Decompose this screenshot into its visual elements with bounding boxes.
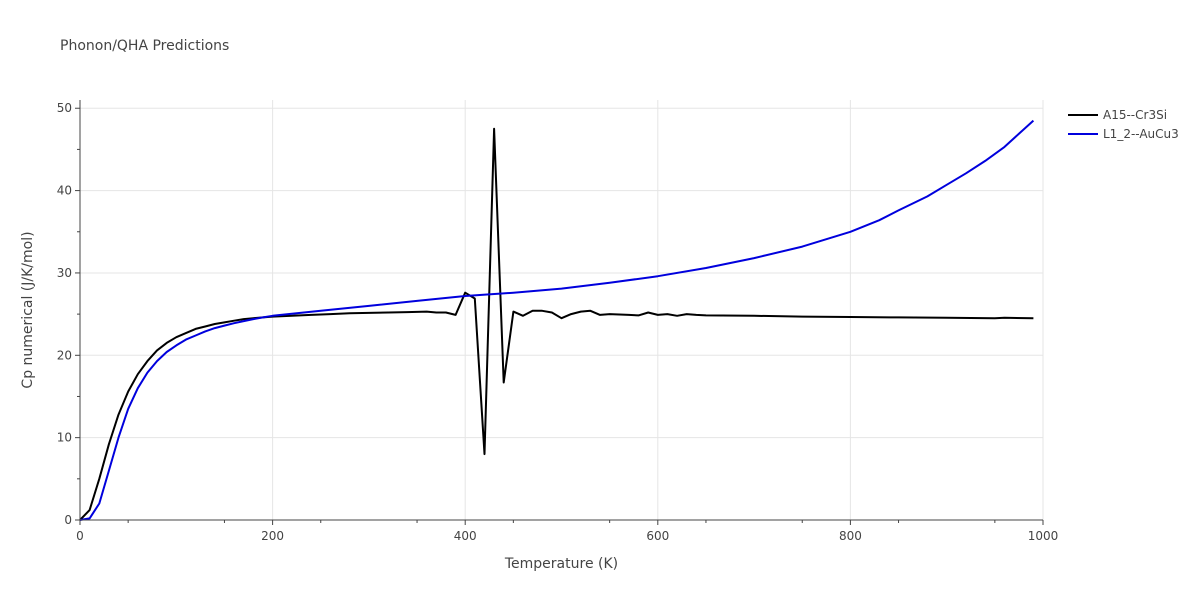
grid <box>80 100 1044 520</box>
legend-label: A15--Cr3Si <box>1103 108 1167 122</box>
x-tick-label: 1000 <box>1028 529 1059 543</box>
y-tick-label: 40 <box>57 184 72 198</box>
plot-area <box>79 119 1035 521</box>
y-tick-label: 10 <box>57 431 72 445</box>
legend-label: L1_2--AuCu3 <box>1103 127 1179 141</box>
y-tick-label: 0 <box>64 513 72 527</box>
x-tick-label: 400 <box>454 529 477 543</box>
x-tick-label: 0 <box>76 529 84 543</box>
y-tick-label: 30 <box>57 266 72 280</box>
axis-ticks: 0 200 400 600 800 1000 0 10 20 30 40 50 <box>57 101 1059 543</box>
x-tick-label: 600 <box>646 529 669 543</box>
legend-item-0[interactable]: A15--Cr3Si <box>1068 108 1167 122</box>
y-tick-label: 20 <box>57 348 72 362</box>
legend-item-1[interactable]: L1_2--AuCu3 <box>1068 127 1179 141</box>
x-axis-title: Temperature (K) <box>504 556 618 572</box>
series-line-0 <box>79 127 1034 521</box>
x-tick-label: 800 <box>839 529 862 543</box>
y-axis-title: Cp numerical (J/K/mol) <box>20 231 36 388</box>
x-tick-label: 200 <box>261 529 284 543</box>
series-line-1 <box>79 119 1035 521</box>
y-tick-label: 50 <box>57 101 72 115</box>
chart-title: Phonon/QHA Predictions <box>60 38 229 54</box>
legend[interactable]: A15--Cr3Si L1_2--AuCu3 <box>1068 108 1179 141</box>
